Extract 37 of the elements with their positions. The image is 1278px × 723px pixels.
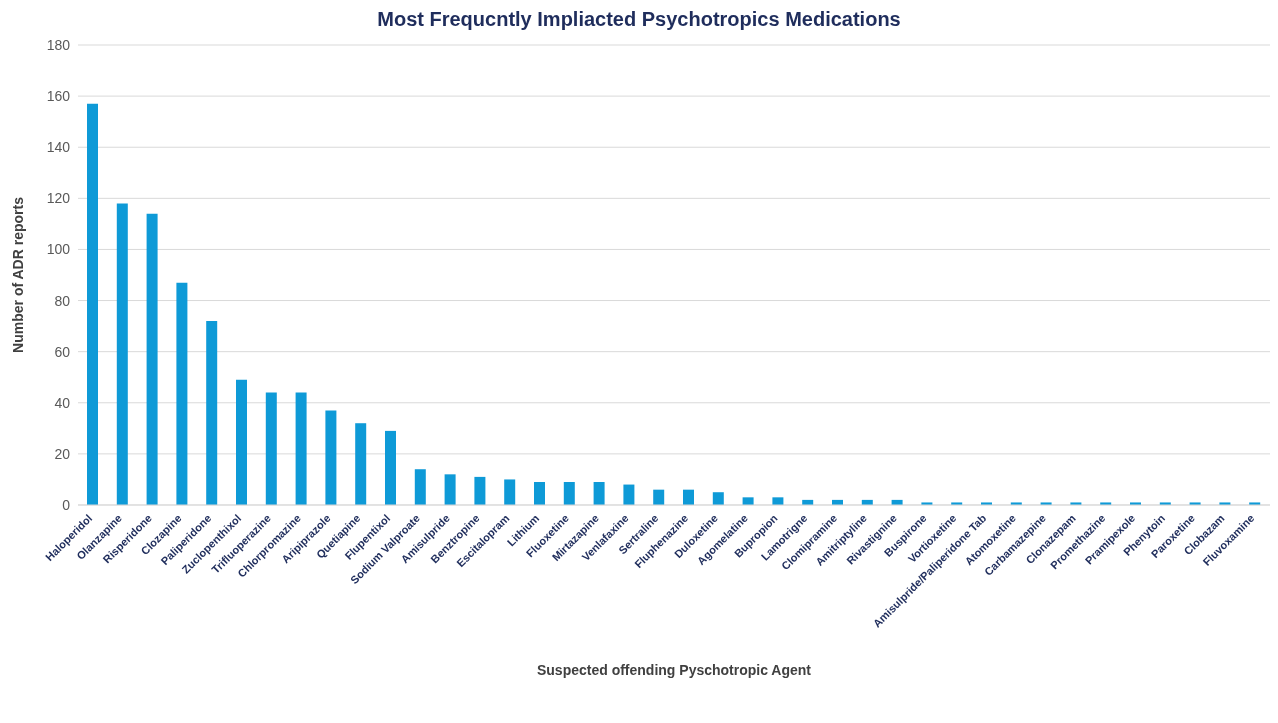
bar — [176, 282, 188, 505]
bar — [87, 103, 98, 505]
bar — [236, 379, 247, 505]
bar — [146, 213, 158, 505]
x-axis-title: Suspected offending Pyschotropic Agent — [536, 662, 812, 678]
bar — [772, 497, 784, 505]
y-axis-title: Number of ADR reports — [9, 196, 26, 353]
y-tick-label: 140 — [46, 139, 71, 156]
bar — [504, 479, 516, 505]
bar — [325, 410, 337, 505]
y-tick-label: 160 — [46, 88, 71, 105]
bar — [295, 392, 307, 505]
y-tick-label: 40 — [54, 394, 71, 411]
bar — [385, 430, 396, 505]
bar — [683, 489, 694, 505]
y-tick-label: 60 — [54, 343, 71, 360]
y-tick-label: 100 — [46, 241, 71, 258]
bar — [534, 482, 545, 505]
bar — [265, 392, 277, 505]
bar — [653, 489, 665, 505]
y-tick-label: 180 — [46, 36, 71, 53]
bar — [206, 321, 218, 505]
bar — [742, 497, 754, 505]
chart-title: Most Frequcntly Impliacted Psychotropics Medications — [376, 8, 902, 31]
bar — [623, 484, 635, 505]
y-tick-label: 120 — [46, 190, 71, 207]
y-tick-label: 0 — [62, 496, 71, 513]
bar — [444, 474, 456, 505]
bar — [593, 482, 605, 505]
bar — [563, 482, 575, 505]
y-tick-label: 20 — [54, 445, 71, 462]
y-tick-label: 80 — [54, 292, 71, 309]
bar — [355, 423, 367, 505]
bar — [116, 203, 128, 505]
bar — [712, 492, 724, 505]
bar — [474, 476, 486, 505]
bar — [414, 469, 426, 505]
